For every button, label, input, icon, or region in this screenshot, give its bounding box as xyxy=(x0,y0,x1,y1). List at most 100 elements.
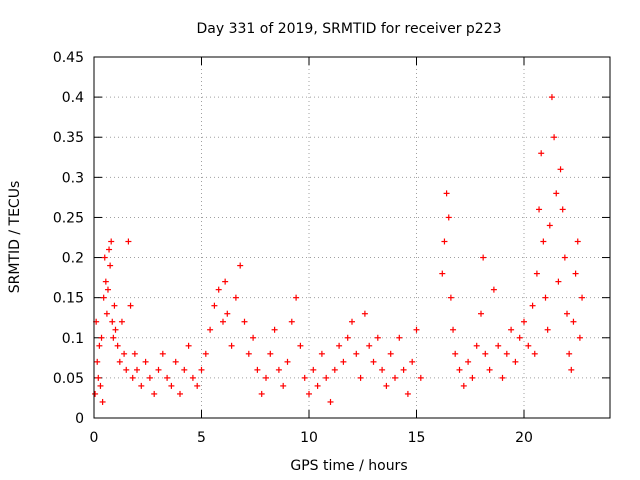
data-point xyxy=(280,382,287,389)
data-point xyxy=(118,318,125,325)
data-point xyxy=(525,342,532,349)
data-point xyxy=(127,302,134,309)
data-point xyxy=(465,358,472,365)
data-point xyxy=(134,366,140,373)
data-point xyxy=(404,390,411,397)
x-tick-label: 15 xyxy=(408,430,426,446)
data-point xyxy=(336,342,343,349)
y-tick-label: 0.4 xyxy=(62,90,84,106)
data-point xyxy=(297,342,304,349)
data-point xyxy=(531,350,538,357)
data-point xyxy=(284,358,291,365)
data-point xyxy=(107,262,114,269)
data-point xyxy=(564,310,570,317)
data-point xyxy=(331,366,338,373)
data-point xyxy=(215,286,222,293)
data-point xyxy=(490,286,497,293)
x-tick-label: 5 xyxy=(197,430,206,446)
data-point xyxy=(142,358,149,365)
plot-frame xyxy=(93,56,611,419)
data-points xyxy=(92,94,586,405)
data-point xyxy=(559,206,566,213)
data-point xyxy=(106,246,113,253)
data-point xyxy=(194,382,201,389)
data-point xyxy=(109,318,116,325)
data-point xyxy=(102,278,109,285)
data-point xyxy=(349,318,355,325)
data-point xyxy=(460,382,467,389)
data-point xyxy=(94,358,101,365)
data-point xyxy=(125,238,132,245)
x-tick-label: 0 xyxy=(90,430,99,446)
data-point xyxy=(108,238,115,245)
data-point xyxy=(512,358,519,365)
data-point xyxy=(538,150,545,157)
x-tick-labels: 0 5 10 15 20 xyxy=(90,430,533,446)
data-point xyxy=(344,334,351,341)
data-point xyxy=(508,326,515,333)
data-point xyxy=(499,374,506,381)
data-point xyxy=(181,366,188,373)
data-point xyxy=(482,350,489,357)
data-point xyxy=(546,222,553,229)
data-point xyxy=(447,294,454,301)
data-point xyxy=(555,278,562,285)
data-point xyxy=(469,374,476,381)
data-point xyxy=(495,342,502,349)
data-point xyxy=(478,310,484,317)
data-point xyxy=(97,382,104,389)
data-point xyxy=(159,350,166,357)
data-point xyxy=(374,334,381,341)
data-point xyxy=(177,390,183,397)
x-tick-label: 10 xyxy=(300,430,318,446)
data-point xyxy=(529,302,536,309)
data-point xyxy=(417,374,424,381)
y-tick-label: 0.35 xyxy=(53,130,84,146)
data-point xyxy=(164,374,171,381)
data-point xyxy=(366,342,373,349)
data-point xyxy=(198,366,205,373)
data-point xyxy=(452,350,459,357)
data-point xyxy=(566,350,573,357)
data-point xyxy=(357,374,364,381)
data-point xyxy=(258,390,265,397)
data-point xyxy=(318,350,325,357)
data-point xyxy=(131,350,138,357)
data-point xyxy=(310,366,317,373)
data-point xyxy=(568,366,575,373)
data-point xyxy=(104,286,111,293)
data-point xyxy=(340,358,347,365)
data-point xyxy=(551,134,558,141)
data-point xyxy=(314,382,321,389)
data-point xyxy=(443,190,450,197)
data-point xyxy=(533,270,540,277)
data-point xyxy=(129,374,136,381)
chart-title: Day 331 of 2019, SRMTID for receiver p22… xyxy=(196,21,501,37)
data-point xyxy=(275,366,282,373)
data-point xyxy=(542,294,549,301)
y-tick-label: 0.25 xyxy=(53,210,84,226)
data-point xyxy=(301,374,308,381)
data-point xyxy=(146,374,153,381)
data-point xyxy=(245,350,252,357)
data-point xyxy=(456,366,463,373)
grid-lines xyxy=(94,57,610,418)
data-point xyxy=(353,350,360,357)
data-point xyxy=(112,326,119,333)
data-point xyxy=(361,310,368,317)
data-point xyxy=(323,374,330,381)
data-point xyxy=(400,366,407,373)
x-tick-label: 20 xyxy=(515,430,533,446)
y-axis-label: SRMTID / TECUs xyxy=(7,181,23,294)
data-point xyxy=(439,270,446,277)
data-point xyxy=(521,318,527,325)
data-point xyxy=(473,342,480,349)
data-point xyxy=(241,318,248,325)
y-tick-label: 0 xyxy=(75,411,84,427)
data-point xyxy=(185,342,192,349)
data-point xyxy=(101,254,108,261)
axis-ticks xyxy=(93,56,610,419)
data-point xyxy=(172,358,179,365)
data-point xyxy=(114,342,121,349)
data-point xyxy=(222,278,229,285)
